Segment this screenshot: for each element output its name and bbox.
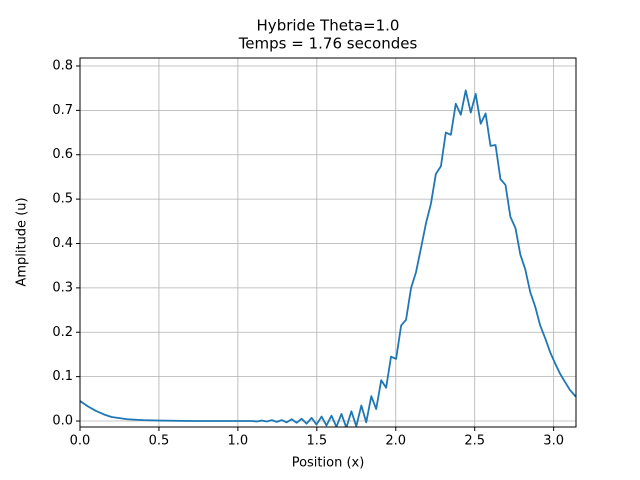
x-tick-label: 0.5 [149, 434, 170, 449]
y-tick-label: 0.0 [52, 414, 73, 429]
x-tick-label: 3.0 [543, 434, 564, 449]
y-tick-label: 0.8 [52, 58, 73, 73]
y-tick-label: 0.7 [52, 103, 73, 118]
x-axis-label: Position (x) [292, 456, 365, 471]
chart-subtitle: Temps = 1.76 secondes [238, 35, 418, 53]
x-tick-label: 2.5 [464, 434, 485, 449]
x-tick-label: 1.0 [228, 434, 249, 449]
chart-title: Hybride Theta=1.0 [257, 17, 400, 35]
y-tick-label: 0.1 [52, 369, 73, 384]
y-tick-label: 0.6 [52, 147, 73, 162]
y-tick-label: 0.4 [52, 236, 73, 251]
data-line [80, 89, 576, 427]
x-tick-label: 1.5 [306, 434, 327, 449]
y-tick-label: 0.3 [52, 280, 73, 295]
plot-frame [79, 57, 577, 428]
y-axis-label: Amplitude (u) [15, 197, 30, 286]
y-tick-label: 0.5 [52, 192, 73, 207]
y-tick-label: 0.2 [52, 325, 73, 340]
x-tick-label: 2.0 [385, 434, 406, 449]
x-tick-label: 0.0 [70, 434, 91, 449]
